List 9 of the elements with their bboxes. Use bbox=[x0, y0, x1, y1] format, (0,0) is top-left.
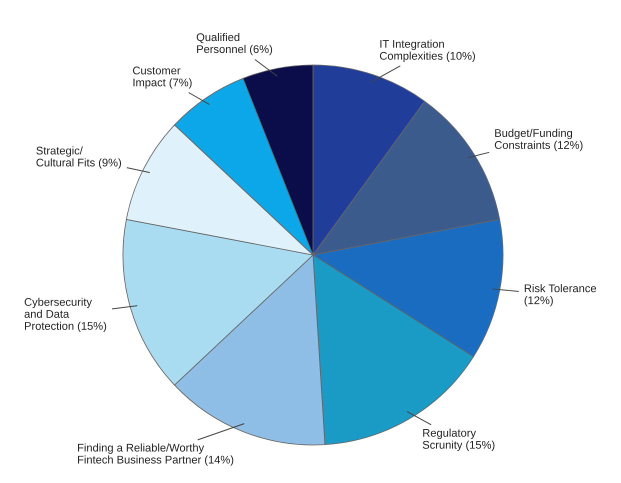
slice-label: Budget/Funding Constraints (12%) bbox=[494, 128, 583, 152]
slice-label: Finding a Reliable/Worthy Fintech Business Partner (14%) bbox=[78, 443, 234, 466]
slice-label: Qualified Personnel (6%) bbox=[196, 32, 272, 56]
slice-label: Cybersecurity and Data Protection (15%) bbox=[24, 298, 106, 332]
slice-label: Risk Tolerance (12%) bbox=[524, 284, 596, 306]
slice-label: Strategic/ Cultural Fits (9%) bbox=[36, 146, 122, 169]
slice-label: IT Integration Complexities (10%) bbox=[380, 40, 475, 62]
slice-label: Customer Impact (7%) bbox=[133, 66, 192, 89]
slice-label: Regulatory Scrunity (15%) bbox=[422, 428, 494, 451]
